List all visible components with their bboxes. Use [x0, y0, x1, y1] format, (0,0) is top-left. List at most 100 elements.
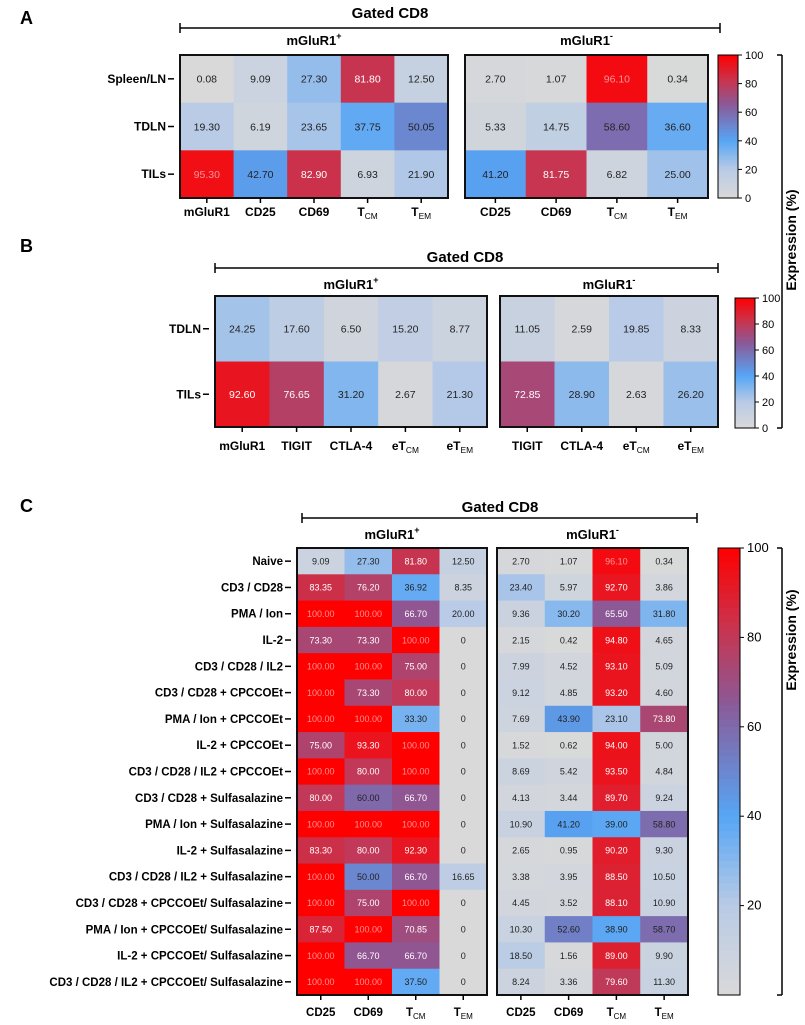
cell-value: 18.50 [510, 951, 533, 961]
col-label: CD25 [480, 205, 511, 219]
heatmap-cell [640, 758, 689, 786]
col-label-sub: EM [419, 211, 432, 221]
cell-value: 1.07 [546, 74, 567, 86]
col-label: CD69 [541, 205, 572, 219]
cell-value: 0 [461, 898, 466, 908]
colorbar-segment [735, 376, 755, 379]
colorbar-tick-label: 20 [762, 397, 774, 409]
colorbar-segment [718, 674, 740, 683]
row-label: IL-2 [263, 635, 283, 647]
colorbar-segment [735, 365, 755, 368]
cell-value: 8.33 [681, 324, 702, 336]
cell-value: 88.50 [605, 872, 628, 882]
colorbar-segment [718, 689, 740, 698]
panel-title: Gated CD8 [462, 499, 539, 516]
cell-value: 0 [461, 819, 466, 829]
cell-value: 75.00 [357, 898, 380, 908]
cell-value: 95.30 [194, 169, 220, 181]
heatmap-cell [592, 732, 641, 759]
colorbar-segment [735, 321, 755, 325]
heatmap-cell [592, 600, 641, 628]
cell-value: 2.70 [512, 556, 530, 566]
colorbar-segment [735, 404, 755, 407]
colorbar-segment [718, 71, 738, 75]
row-label: CD3 / CD28 / IL2 + CPCCOEt/ Sulfasalazin… [49, 977, 283, 989]
colorbar-segment [718, 131, 738, 135]
heatmap-cell [640, 863, 689, 891]
panel-title: Gated CD8 [352, 5, 429, 22]
cell-value: 5.00 [655, 740, 673, 750]
heatmap-cell [640, 574, 689, 602]
cell-value: 66.70 [404, 872, 427, 882]
heatmap-cell [439, 600, 488, 628]
heatmap-cell [344, 732, 393, 759]
col-label-main: T [655, 1007, 662, 1019]
colorbar-segment [735, 378, 755, 381]
cell-value: 96.10 [604, 74, 630, 86]
colorbar-segment [718, 167, 738, 170]
cell-value: 58.60 [604, 121, 630, 133]
colorbar-segment [718, 644, 740, 653]
cell-value: 10.90 [653, 898, 676, 908]
cell-value: 3.44 [560, 793, 578, 803]
cell-value: 60.00 [357, 793, 380, 803]
heatmap-cell [344, 942, 393, 970]
colorbar-segment [718, 155, 738, 159]
heatmap-cell [497, 889, 546, 917]
cell-value: 75.00 [309, 740, 332, 750]
colorbar-segment [735, 298, 755, 301]
colorbar-segment [718, 786, 740, 795]
colorbar-segment [718, 174, 738, 178]
heatmap-cell [297, 889, 345, 917]
heatmap-cell [180, 102, 235, 151]
group-header: mGluR1+ [323, 275, 378, 292]
cell-value: 75.00 [404, 662, 427, 672]
heatmap-cell [297, 916, 345, 943]
heatmap-cell [392, 889, 440, 917]
colorbar-segment [718, 749, 740, 758]
row-label: IL-2 + CPCCOEt/ Sulfasalazine [117, 951, 283, 963]
cell-value: 4.84 [655, 767, 673, 777]
col-label-main: T [607, 1007, 614, 1019]
heatmap-cell [544, 679, 593, 707]
colorbar-segment [718, 548, 740, 557]
colorbar-segment [718, 756, 740, 765]
colorbar-segment [718, 69, 738, 73]
colorbar-segment [718, 143, 738, 147]
cell-value: 73.30 [309, 635, 332, 645]
colorbar-segment [718, 76, 738, 80]
cell-value: 31.20 [338, 389, 364, 401]
colorbar-segment [718, 102, 738, 106]
col-label-main: CD69 [299, 205, 330, 219]
colorbar-segment [718, 562, 740, 571]
heatmap-cell [439, 705, 488, 733]
cell-value: 58.70 [653, 925, 676, 935]
heatmap-cell [544, 863, 593, 891]
heatmap-cell [544, 889, 593, 917]
cell-value: 94.00 [605, 740, 628, 750]
heatmap-cell [180, 55, 235, 104]
heatmap-cell [497, 626, 546, 654]
group-sup: - [632, 275, 635, 285]
heatmap-cell [439, 863, 488, 891]
cell-value: 30.20 [557, 609, 580, 619]
cell-value: 9.30 [655, 846, 673, 856]
col-label-main: T [668, 205, 676, 219]
cell-value: 43.90 [557, 714, 580, 724]
row-label: Spleen/LN [107, 72, 166, 86]
group-name: mGluR1 [364, 527, 414, 542]
cell-value: 66.70 [357, 951, 380, 961]
cell-value: 16.65 [452, 872, 475, 882]
colorbar-segment [735, 347, 755, 351]
col-label-sub: EM [461, 445, 474, 455]
cell-value: 6.93 [357, 169, 378, 181]
cell-value: 1.52 [512, 740, 530, 750]
colorbar-segment [735, 337, 755, 340]
heatmap-cell [592, 863, 641, 891]
heatmap-cell [640, 653, 689, 680]
colorbar-segment [735, 408, 755, 412]
cell-value: 42.70 [247, 169, 273, 181]
cell-value: 9.90 [655, 951, 673, 961]
cell-value: 41.20 [557, 819, 580, 829]
cell-value: 100.00 [307, 951, 335, 961]
